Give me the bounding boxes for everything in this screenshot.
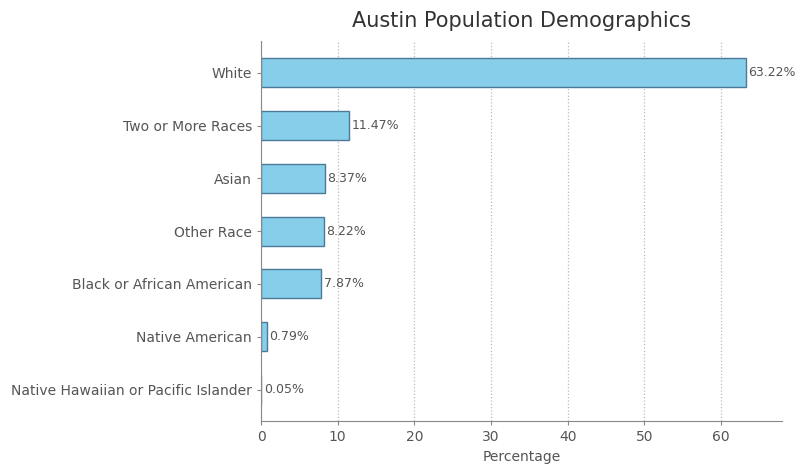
Text: 63.22%: 63.22% (748, 66, 795, 79)
Text: 0.79%: 0.79% (270, 330, 310, 343)
Text: 7.87%: 7.87% (324, 277, 364, 290)
X-axis label: Percentage: Percentage (482, 450, 561, 464)
Text: 8.22%: 8.22% (326, 225, 366, 238)
Bar (261, 269, 322, 298)
Bar (261, 58, 746, 87)
Text: 8.37%: 8.37% (327, 172, 367, 185)
Text: 0.05%: 0.05% (264, 383, 304, 396)
Bar (261, 217, 324, 246)
Title: Austin Population Demographics: Austin Population Demographics (352, 11, 691, 31)
Bar (261, 164, 325, 193)
Bar (261, 111, 349, 140)
Text: 11.47%: 11.47% (351, 119, 399, 132)
Bar (261, 322, 267, 351)
